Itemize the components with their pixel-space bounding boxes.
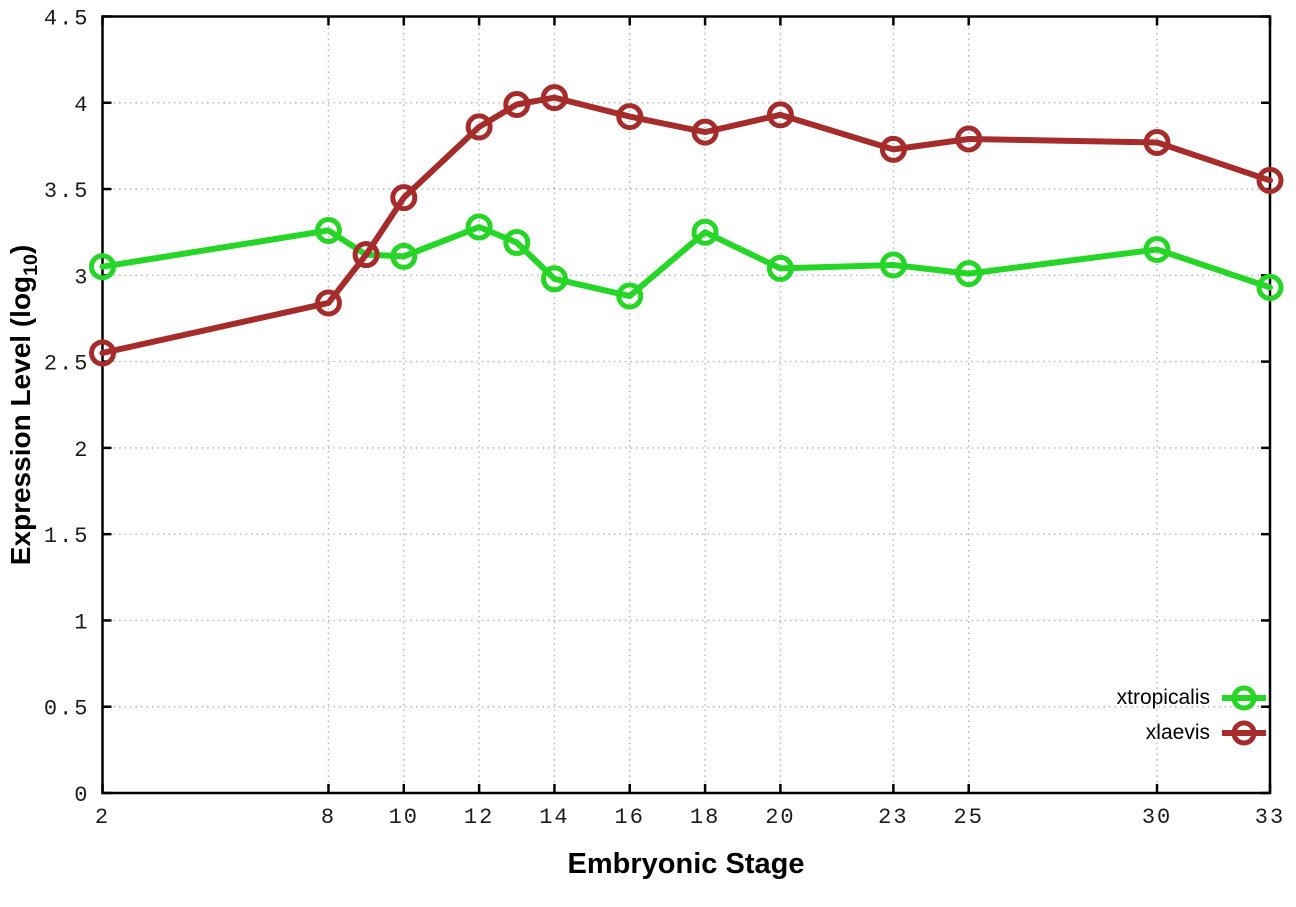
data-point-xtropicalis [1256, 273, 1284, 301]
legend-item-xlaevis: xlaevis [1117, 719, 1268, 747]
data-point-xtropicalis [766, 254, 794, 282]
data-point-xtropicalis [465, 213, 493, 241]
data-point-xtropicalis [879, 251, 907, 279]
data-point-xlaevis [390, 184, 418, 212]
y-tick-label: 4 [74, 93, 89, 118]
data-point-xlaevis [465, 113, 493, 141]
x-tick-label: 20 [765, 805, 795, 830]
data-point-xlaevis [879, 135, 907, 163]
legend-marker-xlaevis [1222, 720, 1266, 746]
x-tick-label: 8 [321, 805, 336, 830]
y-tick-label: 4.5 [44, 7, 90, 32]
y-tick-label: 1.5 [44, 524, 90, 549]
x-tick-label: 18 [690, 805, 720, 830]
data-point-xlaevis [766, 101, 794, 129]
data-point-xlaevis [503, 91, 531, 119]
x-tick-label: 14 [539, 805, 569, 830]
y-axis-title-subscript: 10 [19, 254, 42, 276]
data-point-xlaevis [540, 84, 568, 112]
legend-item-xtropicalis: xtropicalis [1117, 684, 1268, 712]
data-point-xtropicalis [390, 242, 418, 270]
y-tick-label: 0 [74, 783, 89, 808]
y-axis-title: Expression Level (log10) [5, 245, 43, 566]
y-axis-title-text: Expression Level (log [5, 275, 37, 566]
data-point-xtropicalis [503, 229, 531, 257]
y-tick-label: 1 [74, 610, 89, 635]
data-point-xtropicalis [540, 265, 568, 293]
series-line-xlaevis [99, 94, 1273, 356]
x-tick-label: 10 [389, 805, 419, 830]
y-tick-label: 2.5 [44, 352, 90, 377]
x-tick-label: 2 [95, 805, 110, 830]
y-tick-label: 2 [74, 438, 89, 463]
legend-label-xtropicalis: xtropicalis [1116, 686, 1210, 709]
x-tick-label: 33 [1255, 805, 1285, 830]
data-point-xlaevis [89, 339, 116, 367]
data-point-xlaevis [352, 241, 380, 269]
data-point-xtropicalis [89, 253, 116, 281]
x-tick-label: 16 [615, 805, 645, 830]
y-tick-label: 3.5 [44, 179, 90, 204]
y-tick-label: 0.5 [44, 697, 90, 722]
series-line-xtropicalis [99, 224, 1273, 300]
legend-label-xlaevis: xlaevis [1145, 721, 1210, 744]
data-point-xlaevis [616, 103, 644, 131]
y-tick-label: 3 [74, 265, 89, 290]
data-point-xtropicalis [1143, 235, 1171, 263]
data-point-xlaevis [691, 118, 719, 146]
x-axis-title: Embryonic Stage [567, 848, 805, 880]
data-point-xlaevis [1143, 128, 1171, 156]
data-point-xtropicalis [616, 282, 644, 310]
legend-marker-xtropicalis [1222, 685, 1266, 711]
legend: xtropicalis xlaevis [1117, 684, 1268, 747]
x-tick-label: 25 [954, 805, 984, 830]
data-point-xtropicalis [314, 216, 342, 244]
x-tick-label: 30 [1142, 805, 1172, 830]
x-tick-label: 12 [464, 805, 494, 830]
y-axis-title-close: ) [5, 244, 37, 255]
x-tick-label: 23 [878, 805, 908, 830]
plot-border [101, 15, 1272, 795]
data-point-xlaevis [1256, 166, 1284, 194]
data-point-xlaevis [314, 289, 342, 317]
data-point-xlaevis [955, 125, 983, 153]
data-point-xtropicalis [955, 260, 983, 288]
data-point-xtropicalis [691, 218, 719, 246]
